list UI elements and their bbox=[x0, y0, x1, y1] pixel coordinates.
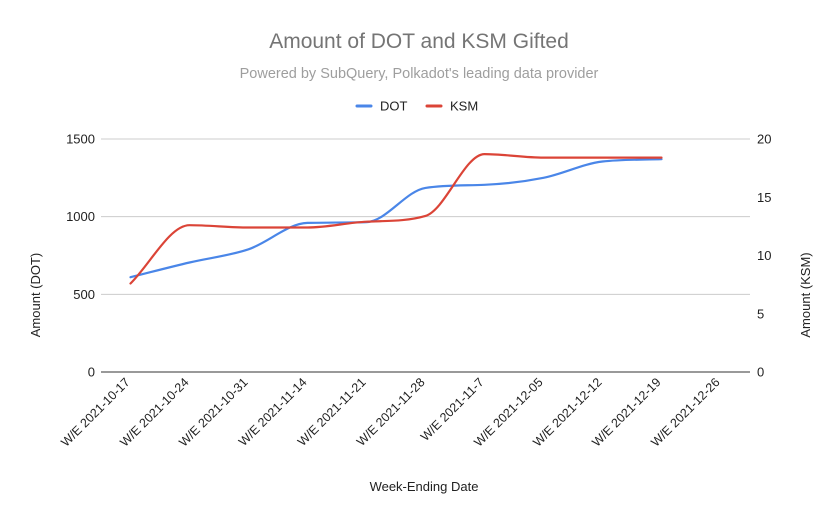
y-axis-right-title: Amount (KSM) bbox=[798, 252, 813, 337]
x-axis-title: Week-Ending Date bbox=[370, 479, 479, 494]
y-right-tick-label: 5 bbox=[757, 306, 764, 321]
series-line-dot bbox=[129, 158, 663, 279]
y-left-tick-label: 0 bbox=[88, 365, 95, 380]
x-axis-ticks: W/E 2021-10-17W/E 2021-10-24W/E 2021-10-… bbox=[58, 375, 722, 449]
y-right-tick-label: 0 bbox=[757, 365, 764, 380]
y-right-tick-label: 15 bbox=[757, 190, 771, 205]
legend-label-dot: DOT bbox=[380, 99, 408, 114]
legend-label-ksm: KSM bbox=[450, 99, 478, 114]
series-line-ksm bbox=[129, 153, 663, 285]
legend: DOT KSM bbox=[355, 99, 478, 114]
y-right-tick-label: 10 bbox=[757, 248, 771, 263]
y-left-tick-label: 1000 bbox=[66, 209, 95, 224]
series-lines bbox=[129, 153, 663, 285]
chart-title: Amount of DOT and KSM Gifted bbox=[269, 30, 569, 53]
y-axis-left-ticks: 0 500 1000 1500 bbox=[66, 132, 95, 380]
y-axis-right-ticks: 0 5 10 15 20 bbox=[757, 132, 771, 380]
chart-subtitle: Powered by SubQuery, Polkadot's leading … bbox=[240, 66, 599, 82]
y-axis-left-title: Amount (DOT) bbox=[28, 253, 43, 338]
gridlines bbox=[101, 138, 750, 373]
y-left-tick-label: 1500 bbox=[66, 132, 95, 147]
y-left-tick-label: 500 bbox=[73, 287, 95, 302]
y-right-tick-label: 20 bbox=[757, 132, 771, 147]
